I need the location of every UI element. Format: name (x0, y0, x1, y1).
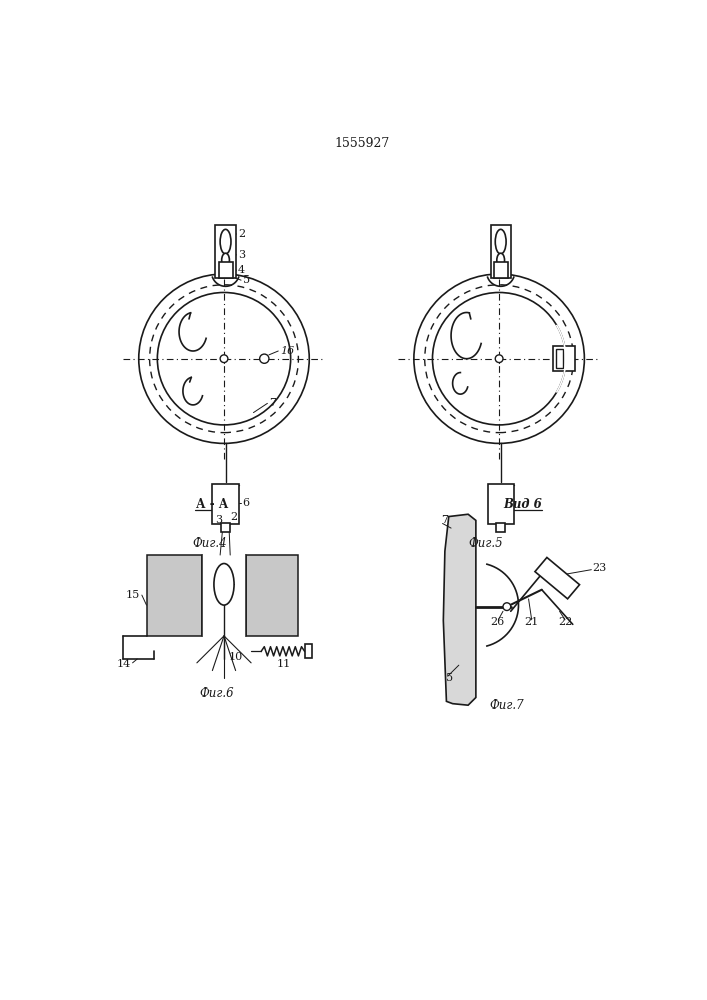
Bar (212, 484, 239, 524)
Bar (493, 262, 508, 278)
Text: 23: 23 (592, 563, 607, 573)
Text: 5: 5 (243, 275, 250, 285)
Text: 2: 2 (238, 229, 245, 239)
Text: 11: 11 (276, 659, 291, 669)
Bar (218, 262, 233, 278)
Circle shape (503, 603, 510, 610)
Text: 7: 7 (441, 515, 448, 525)
Bar (202, 555, 246, 636)
Bar (554, 346, 575, 371)
Text: 21: 21 (525, 617, 539, 627)
Text: 7: 7 (269, 398, 276, 408)
Text: 3: 3 (216, 515, 223, 525)
Text: Фиг.6: Фиг.6 (199, 687, 233, 700)
Circle shape (220, 355, 228, 363)
Bar (221, 523, 230, 532)
Ellipse shape (222, 253, 230, 267)
Text: 1555927: 1555927 (334, 137, 390, 150)
Bar (305, 644, 312, 658)
Polygon shape (146, 555, 202, 636)
Circle shape (495, 355, 503, 363)
Circle shape (259, 354, 269, 363)
Ellipse shape (214, 564, 234, 605)
Ellipse shape (497, 253, 505, 267)
Polygon shape (535, 557, 580, 599)
Bar (216, 225, 235, 278)
Text: 22: 22 (558, 617, 572, 627)
Bar (556, 349, 563, 368)
Text: Вид 6: Вид 6 (503, 498, 542, 512)
Text: 26: 26 (491, 617, 505, 627)
Text: Фиг.5: Фиг.5 (468, 537, 503, 550)
Bar (496, 523, 506, 532)
Text: 6: 6 (243, 498, 250, 508)
Text: 4: 4 (238, 265, 245, 275)
Ellipse shape (495, 229, 506, 254)
Text: 3: 3 (238, 250, 245, 260)
Bar (491, 225, 510, 278)
Ellipse shape (220, 229, 231, 254)
Text: Фиг.7: Фиг.7 (489, 699, 524, 712)
Text: 10: 10 (228, 652, 243, 662)
Text: 2: 2 (230, 512, 238, 522)
Text: Фиг.4: Фиг.4 (193, 537, 228, 550)
Text: 5: 5 (446, 673, 454, 683)
Text: 16: 16 (280, 346, 294, 356)
Text: А - А: А - А (196, 498, 228, 512)
Text: 14: 14 (117, 659, 131, 669)
Polygon shape (246, 555, 298, 636)
Text: 15: 15 (126, 590, 140, 600)
Bar (488, 484, 514, 524)
Polygon shape (443, 514, 476, 705)
